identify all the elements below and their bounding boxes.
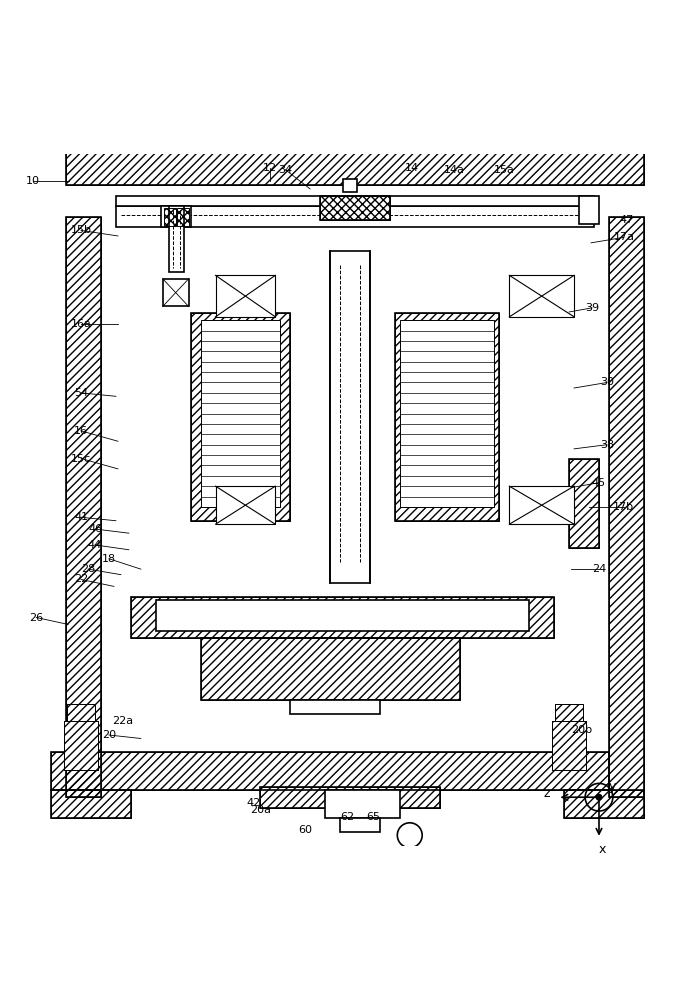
Text: 20a: 20a <box>250 805 271 815</box>
Text: 20b: 20b <box>571 725 593 735</box>
Bar <box>564 790 644 818</box>
Bar <box>216 275 276 317</box>
Text: 17b: 17b <box>613 502 634 512</box>
Bar <box>51 752 609 790</box>
Bar <box>320 196 390 220</box>
Bar <box>569 459 599 548</box>
Bar <box>260 787 439 808</box>
Text: 39: 39 <box>585 303 599 313</box>
Bar <box>555 704 583 721</box>
Bar <box>131 597 555 638</box>
Bar <box>201 638 459 700</box>
Text: 44: 44 <box>88 540 102 550</box>
Bar <box>67 704 95 721</box>
Text: 30: 30 <box>600 377 614 387</box>
Text: 18: 18 <box>102 554 116 564</box>
Text: 10: 10 <box>26 176 40 186</box>
Bar <box>64 721 99 770</box>
Text: 38: 38 <box>600 440 614 450</box>
Bar <box>64 721 99 770</box>
Text: 15a: 15a <box>494 165 515 175</box>
Text: 24: 24 <box>592 564 606 574</box>
Bar <box>177 208 189 226</box>
Bar <box>290 700 380 714</box>
Text: 14: 14 <box>405 163 418 173</box>
Text: y: y <box>609 780 616 793</box>
Bar <box>162 279 189 306</box>
Bar <box>579 196 599 224</box>
Bar <box>325 790 400 818</box>
Bar <box>330 251 370 583</box>
Text: 20: 20 <box>102 730 116 740</box>
Text: 15b: 15b <box>71 225 92 235</box>
Bar <box>131 597 555 638</box>
Text: 42: 42 <box>246 798 260 808</box>
Text: 62: 62 <box>340 812 354 822</box>
Text: 60: 60 <box>298 825 312 835</box>
Text: 12: 12 <box>263 163 278 173</box>
Circle shape <box>596 794 602 800</box>
Bar <box>552 721 586 770</box>
Bar <box>400 320 494 507</box>
Bar <box>609 217 644 797</box>
Bar <box>191 313 290 521</box>
Text: 22: 22 <box>74 574 88 584</box>
Bar <box>66 217 101 797</box>
Bar <box>564 790 644 818</box>
Bar <box>51 752 609 790</box>
Bar <box>260 787 439 808</box>
Bar <box>169 206 184 272</box>
Text: 14a: 14a <box>444 165 465 175</box>
Bar <box>216 486 276 524</box>
Text: 17a: 17a <box>613 232 634 242</box>
Text: x: x <box>599 843 606 856</box>
Bar <box>552 721 586 770</box>
Bar <box>201 320 280 507</box>
Bar <box>66 147 644 185</box>
Bar <box>569 459 599 548</box>
Bar <box>116 196 594 206</box>
Text: 15c: 15c <box>71 454 91 464</box>
Bar <box>201 638 459 700</box>
Text: 28: 28 <box>81 564 95 574</box>
Bar <box>509 486 574 524</box>
Bar <box>164 208 176 226</box>
Bar <box>51 790 131 818</box>
Bar <box>155 600 530 631</box>
Text: 22a: 22a <box>112 716 133 726</box>
Bar <box>509 275 574 317</box>
Bar <box>191 313 290 521</box>
Text: 16a: 16a <box>71 319 92 329</box>
Bar <box>116 206 594 227</box>
Bar <box>51 790 131 818</box>
Text: 46: 46 <box>88 524 102 534</box>
Text: 26: 26 <box>29 613 43 623</box>
Text: 45: 45 <box>592 478 606 488</box>
Text: z: z <box>544 787 550 800</box>
Bar <box>555 704 583 721</box>
Bar <box>67 704 95 721</box>
Bar <box>395 313 500 521</box>
Text: 54: 54 <box>74 388 88 398</box>
Bar <box>320 196 390 220</box>
Text: 65: 65 <box>366 812 380 822</box>
Bar <box>66 147 644 185</box>
Bar <box>161 206 191 227</box>
Text: 41: 41 <box>74 512 88 522</box>
Text: 34: 34 <box>278 165 292 175</box>
Text: 16: 16 <box>74 426 88 436</box>
Bar <box>343 179 357 192</box>
Bar <box>395 313 500 521</box>
Bar <box>609 217 644 797</box>
Bar <box>66 217 101 797</box>
Bar <box>340 818 380 832</box>
Text: 47: 47 <box>620 215 634 225</box>
